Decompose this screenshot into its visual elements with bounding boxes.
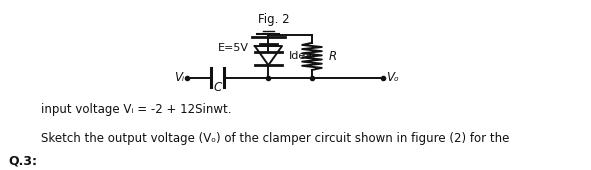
Text: Q.3:: Q.3: — [8, 155, 37, 167]
Text: Fig. 2: Fig. 2 — [258, 13, 290, 26]
Text: Vₒ: Vₒ — [386, 71, 399, 84]
Text: E=5V: E=5V — [218, 43, 249, 53]
Text: Sketch the output voltage (Vₒ) of the clamper circuit shown in figure (2) for th: Sketch the output voltage (Vₒ) of the cl… — [41, 132, 509, 145]
Text: input voltage Vᵢ = -2 + 12Sinwt.: input voltage Vᵢ = -2 + 12Sinwt. — [41, 103, 231, 116]
Text: R: R — [329, 50, 336, 63]
Text: C: C — [213, 81, 222, 94]
Text: Ideal: Ideal — [288, 51, 316, 61]
Text: Vᵢ: Vᵢ — [174, 71, 184, 84]
